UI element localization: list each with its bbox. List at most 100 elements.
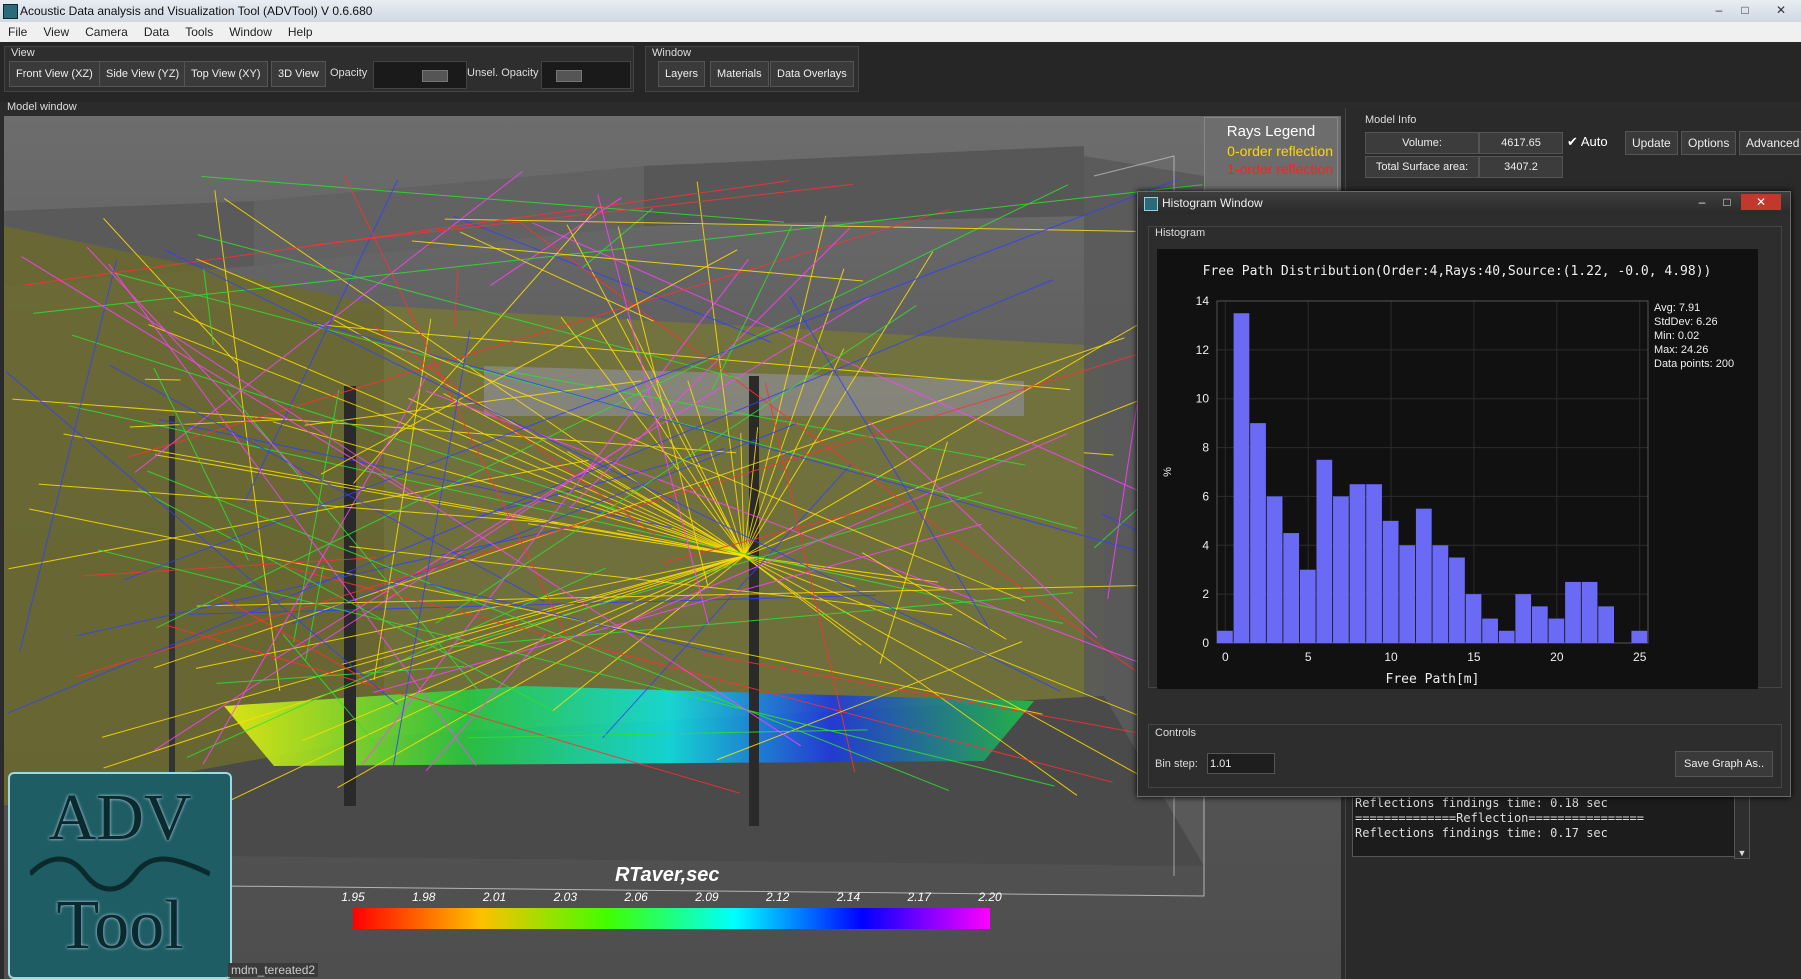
opacity-slider-handle[interactable] [422, 70, 448, 82]
ray-line [626, 318, 745, 557]
y-tick-label: 4 [1202, 538, 1209, 552]
stat-line: Min: 0.02 [1654, 330, 1699, 342]
ray-line [19, 258, 118, 652]
ray-line [313, 323, 1071, 391]
ray-line [687, 380, 745, 557]
histogram-bar [1250, 423, 1266, 643]
side-view-button[interactable]: Side View (YZ) [99, 61, 187, 87]
ray-line [147, 470, 950, 792]
histogram-bar [1333, 496, 1349, 643]
ray-line [33, 184, 1203, 314]
menu-camera[interactable]: Camera [85, 25, 128, 39]
ray-line [617, 226, 709, 586]
ray-line [202, 374, 428, 765]
3d-view-button[interactable]: 3D View [271, 61, 326, 87]
histogram-minimize-button[interactable]: – [1698, 195, 1706, 209]
histogram-bar [1581, 581, 1598, 643]
menu-tools[interactable]: Tools [185, 25, 214, 39]
ray-line [38, 483, 558, 524]
colorbar-ticks: 1.95 1.98 2.01 2.03 2.06 2.09 2.12 2.14 2.17 2.20 [4, 890, 1341, 906]
ray-line [148, 324, 745, 557]
save-graph-button[interactable]: Save Graph As.. [1675, 751, 1774, 777]
ray-line [373, 523, 983, 693]
menu-bar: File View Camera Data Tools Window Help [0, 22, 1801, 42]
ray-line [425, 633, 547, 772]
colorbar-gradient [353, 908, 990, 929]
window-title: Acoustic Data analysis and Visualization… [20, 4, 373, 18]
menu-file[interactable]: File [8, 25, 28, 39]
data-overlays-button[interactable]: Data Overlays [770, 61, 854, 87]
colorbar-tick-label: 2.17 [907, 890, 931, 904]
histogram-close-button[interactable]: ✕ [1741, 194, 1781, 210]
ray-line [582, 208, 653, 269]
unsel-opacity-slider-handle[interactable] [556, 70, 582, 82]
chevron-down-icon[interactable]: ▼ [1737, 848, 1747, 858]
minimize-button[interactable]: – [1715, 3, 1723, 17]
top-view-button[interactable]: Top View (XY) [184, 61, 268, 87]
histogram-bar [1233, 313, 1250, 643]
ray-line [450, 592, 1073, 648]
ray-line [102, 555, 745, 738]
console-scrollbar[interactable]: ▼ [1734, 795, 1750, 859]
ray-line [164, 249, 1061, 692]
bin-step-input[interactable] [1207, 753, 1275, 774]
colorbar-tick-label: 2.12 [765, 890, 790, 904]
ray-line [156, 184, 1069, 629]
auto-checkbox[interactable]: ✔ Auto [1567, 134, 1608, 150]
ray-line [703, 653, 1215, 748]
x-tick-label: 15 [1467, 650, 1481, 664]
ray-line [552, 555, 745, 712]
ray-line [743, 288, 1199, 557]
y-tick-label: 14 [1196, 294, 1210, 308]
ray-line [109, 364, 545, 603]
x-tick-label: 25 [1633, 650, 1647, 664]
view-group: View Front View (XZ) Side View (YZ) Top … [4, 46, 634, 92]
menu-data[interactable]: Data [143, 25, 170, 39]
histogram-bar [1449, 557, 1465, 643]
unsel-opacity-slider[interactable] [541, 61, 631, 89]
maximize-button[interactable]: □ [1741, 3, 1749, 17]
opacity-label: Opacity [330, 67, 368, 79]
ray-line [453, 215, 772, 343]
options-button[interactable]: Options [1681, 131, 1737, 155]
rays [5, 171, 1242, 808]
update-button[interactable]: Update [1625, 131, 1678, 155]
ray-line [203, 267, 214, 346]
close-button[interactable]: ✕ [1775, 3, 1787, 17]
ray-line [320, 249, 738, 475]
histogram-app-icon [1144, 197, 1158, 211]
advanced-button[interactable]: Advanced [1739, 131, 1801, 155]
materials-button[interactable]: Materials [710, 61, 769, 87]
histogram-plot[interactable]: 0 2 4 6 8 10 12 14 0 5 10 15 20 25 Free Path Distribut… [1157, 249, 1758, 689]
ray-line [392, 330, 471, 766]
menu-help[interactable]: Help [287, 25, 313, 39]
y-axis-label: % [1162, 467, 1174, 477]
ray-line [444, 218, 1136, 232]
front-view-button[interactable]: Front View (XZ) [9, 61, 100, 87]
opacity-slider[interactable] [373, 61, 467, 89]
ray-line [123, 178, 1179, 581]
auto-label: Auto [1580, 134, 1608, 149]
ray-line [273, 296, 871, 661]
ray-line [411, 240, 864, 282]
logo-text-top: ADV [48, 781, 192, 854]
ray-line [344, 175, 568, 638]
histogram-window: Histogram Window – □ ✕ Histogram 0 2 4 6 8 10… [1137, 191, 1791, 797]
ray-line [12, 398, 737, 454]
stage-heatmap [224, 686, 1034, 766]
ray-line [429, 583, 724, 656]
histogram-title-bar[interactable]: Histogram Window – □ ✕ [1138, 192, 1790, 214]
menu-window[interactable]: Window [229, 25, 272, 39]
ray-line [195, 555, 745, 669]
ray-line [196, 583, 1193, 607]
menu-view[interactable]: View [43, 25, 70, 39]
ray-line [362, 258, 749, 765]
console-output[interactable]: Reflections findings time: 0.18 sec ====… [1352, 795, 1736, 857]
window-group-label: Window [652, 47, 692, 59]
console-line: ==============Reflection================ [1355, 811, 1644, 825]
chart-title: Free Path Distribution(Order:4,Rays:40,S… [1203, 264, 1712, 279]
layers-button[interactable]: Layers [658, 61, 706, 87]
ray-line [7, 279, 1054, 714]
histogram-maximize-button[interactable]: □ [1723, 195, 1731, 209]
histogram-bar [1515, 594, 1532, 643]
